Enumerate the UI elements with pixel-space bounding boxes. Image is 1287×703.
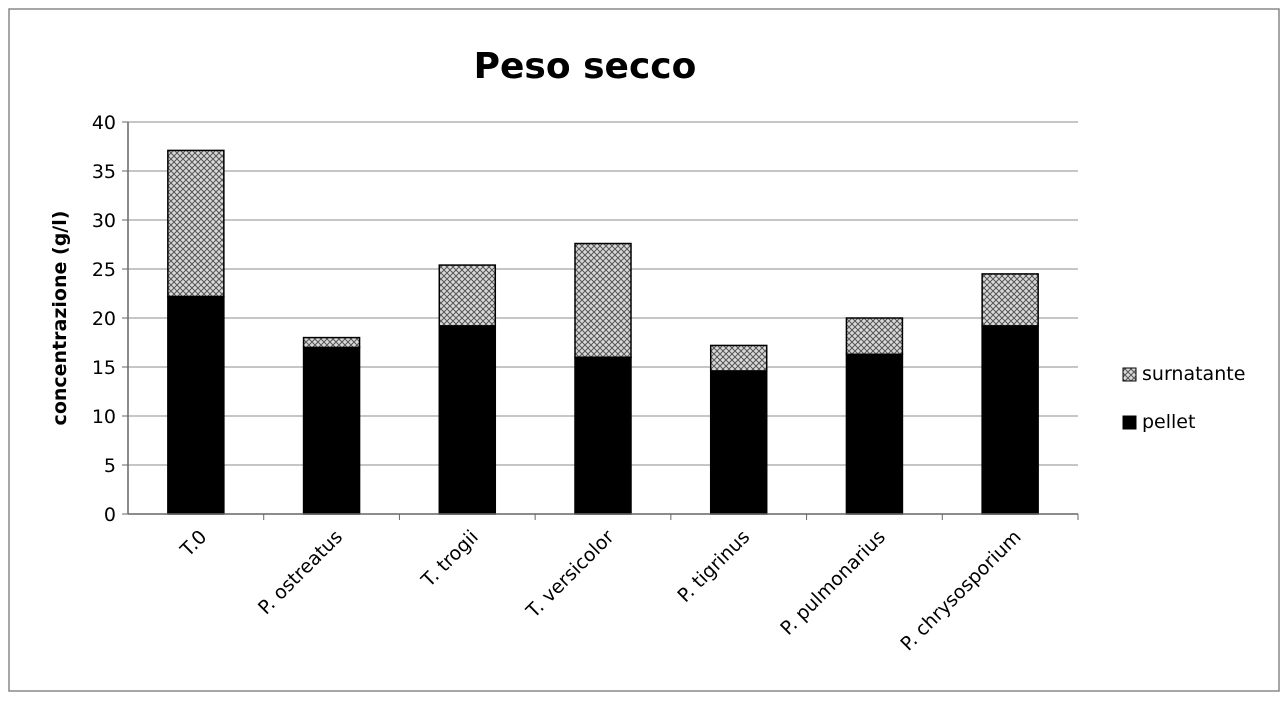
y-tick-label: 5 xyxy=(104,455,116,477)
legend-label-surnatante: surnatante xyxy=(1142,363,1245,385)
bar-pellet xyxy=(845,353,904,515)
y-tick-label: 25 xyxy=(92,259,116,281)
y-tick-label: 0 xyxy=(104,504,116,526)
bar-surnatante xyxy=(167,149,225,298)
bar-surnatante xyxy=(574,242,632,358)
y-tick-label: 40 xyxy=(92,112,116,134)
bar-surnatante xyxy=(302,336,361,349)
y-tick-labels: 0 5 10 15 20 25 30 35 40 xyxy=(92,112,116,526)
bars xyxy=(167,149,1039,515)
y-tick-label: 10 xyxy=(92,406,116,428)
y-tick-label: 20 xyxy=(92,308,116,330)
legend-swatch-pellet xyxy=(1122,415,1137,430)
bar-pellet xyxy=(167,295,225,515)
bar-pellet xyxy=(709,370,768,515)
legend: surnatante pellet xyxy=(1122,363,1245,433)
y-axis-label: concentrazione (g/l) xyxy=(49,211,71,426)
y-tick-label: 15 xyxy=(92,357,116,379)
bar-pellet xyxy=(438,325,497,515)
bar-pellet xyxy=(302,346,361,515)
axes xyxy=(122,121,1079,520)
bar-surnatante xyxy=(981,273,1039,327)
bar-surnatante xyxy=(709,344,768,372)
bar-surnatante xyxy=(438,264,497,327)
y-tick-label: 35 xyxy=(92,161,116,183)
legend-swatch-surnatante xyxy=(1122,367,1137,382)
bar-pellet xyxy=(981,325,1039,515)
y-tick-label: 30 xyxy=(92,210,116,232)
chart-title: Peso secco xyxy=(474,46,697,87)
bar-pellet xyxy=(574,356,632,515)
legend-label-pellet: pellet xyxy=(1142,411,1195,433)
bar-surnatante xyxy=(845,317,904,356)
